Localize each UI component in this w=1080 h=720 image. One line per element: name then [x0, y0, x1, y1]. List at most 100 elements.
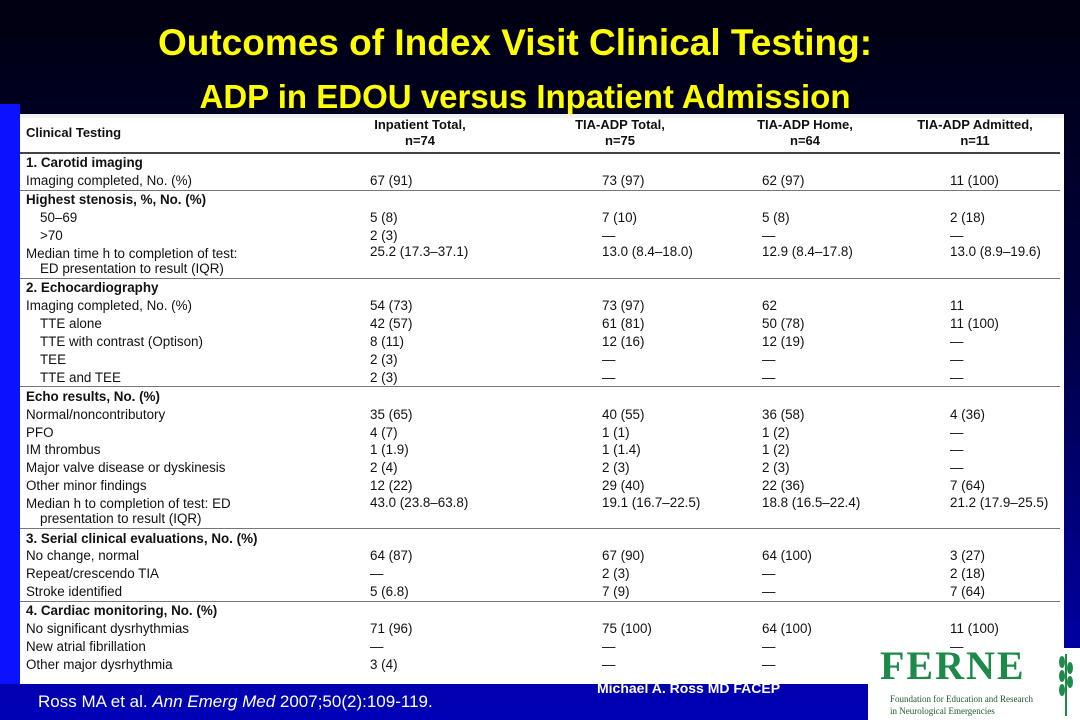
- slide-title: Outcomes of Index Visit Clinical Testing…: [157, 22, 873, 63]
- table-row: Other minor findings 12 (22) 29 (40) 22 (36…: [20, 477, 1060, 495]
- header-tia-adp-home-n: n=64: [790, 133, 820, 148]
- cell-inpatient-total: 5 (6.8): [370, 584, 409, 600]
- cell-tia-adp-admitted: [890, 600, 1060, 620]
- table-section-row: Highest stenosis, %, No. (%): [20, 189, 1060, 209]
- cell-tia-adp-home: [720, 600, 890, 620]
- row-label: Repeat/crescendo TIA: [20, 565, 320, 583]
- cell-inpatient-total: —: [370, 638, 384, 654]
- row-label-text: Other major dysrhythmia: [26, 656, 173, 672]
- row-label: 3. Serial clinical evaluations, No. (%): [20, 528, 320, 548]
- cell-tia-adp-admitted: 7 (64): [950, 478, 985, 494]
- table-section-row: Echo results, No. (%): [20, 386, 1060, 406]
- cell-inpatient-total: 12 (22): [370, 478, 413, 494]
- cell-inpatient-total: 2 (4): [370, 460, 398, 476]
- cell-tia-adp-home: [720, 152, 890, 172]
- cell-tia-adp-home: —: [762, 656, 776, 672]
- cell-tia-adp-home: 1 (2): [762, 424, 790, 440]
- row-label-text: Stroke identified: [26, 584, 123, 600]
- row-label: No significant dysrhythmias: [20, 620, 320, 638]
- cell-tia-adp-admitted: 2 (18): [950, 210, 985, 226]
- cell-tia-adp-home: [720, 528, 890, 548]
- cell-tia-adp-total: 1 (1): [602, 424, 630, 440]
- row-label-text: Median h to completion of test: ED: [26, 496, 231, 512]
- slide-subtitle: ADP in EDOU versus Inpatient Admission: [199, 78, 851, 115]
- cell-tia-adp-admitted: 21.2 (17.9–25.5): [950, 494, 1049, 510]
- ferne-logo: FERNE Foundation for Education and Resea…: [868, 643, 1080, 720]
- row-label-text: Imaging completed, No. (%): [26, 298, 192, 314]
- cell-tia-adp-admitted: —: [950, 334, 964, 350]
- row-label-text: Imaging completed, No. (%): [26, 173, 192, 189]
- table-row: PFO 4 (7) 1 (1) 1 (2) —: [20, 423, 1060, 441]
- row-label-text: 4. Cardiac monitoring, No. (%): [26, 603, 218, 619]
- cell-tia-adp-admitted: 2 (18): [950, 566, 985, 582]
- cell-tia-adp-home: 2 (3): [762, 460, 790, 476]
- header-tia-adp-home-label: TIA-ADP Home,: [757, 117, 853, 132]
- table-row: No change, normal 64 (87) 67 (90) 64 (100) 3…: [20, 547, 1060, 565]
- cell-tia-adp-home: —: [762, 638, 776, 654]
- cell-tia-adp-admitted: 7 (64): [950, 584, 985, 600]
- row-label: TTE with contrast (Optison): [20, 333, 320, 351]
- cell-tia-adp-home: 64 (100): [762, 621, 812, 637]
- header-inpatient-total-label: Inpatient Total,: [374, 117, 466, 132]
- cell-tia-adp-admitted: 4 (36): [950, 406, 985, 422]
- table-row: TTE alone 42 (57) 61 (81) 50 (78) 11 (100): [20, 315, 1060, 333]
- row-label-text: TTE and TEE: [40, 369, 121, 385]
- header-inpatient-total: Inpatient Total, n=74: [320, 114, 520, 154]
- row-label: >70: [20, 227, 320, 245]
- row-label-text: No change, normal: [26, 548, 140, 564]
- row-label: Other major dysrhythmia: [20, 655, 320, 673]
- row-label-text: 2. Echocardiography: [26, 280, 159, 296]
- cell-tia-adp-home: 18.8 (16.5–22.4): [762, 494, 861, 510]
- table-row: Normal/noncontributory 35 (65) 40 (55) 36 (…: [20, 405, 1060, 423]
- row-label-text: Major valve disease or dyskinesis: [26, 460, 226, 476]
- row-label-text: >70: [40, 228, 63, 243]
- citation-journal: Ann Emerg Med: [152, 692, 276, 711]
- row-label: TEE: [20, 351, 320, 369]
- cell-tia-adp-admitted: —: [950, 351, 964, 367]
- cell-tia-adp-home: —: [762, 584, 776, 600]
- row-label: Normal/noncontributory: [20, 405, 320, 423]
- logo-subtitle-line1: Foundation for Education and Research: [890, 694, 1033, 704]
- row-label-text: PFO: [26, 424, 54, 440]
- row-label: Median time h to completion of test: ED p…: [20, 244, 320, 278]
- cell-tia-adp-total: 19.1 (16.7–22.5): [602, 494, 701, 510]
- cell-tia-adp-admitted: 11: [950, 298, 964, 314]
- cell-tia-adp-total: [520, 528, 720, 548]
- row-label: 2. Echocardiography: [20, 277, 320, 297]
- cell-tia-adp-home: 64 (100): [762, 548, 812, 564]
- cell-tia-adp-total: 67 (90): [602, 548, 645, 564]
- row-label-text: Repeat/crescendo TIA: [26, 566, 159, 582]
- row-label: TTE alone: [20, 315, 320, 333]
- cell-tia-adp-admitted: —: [950, 460, 964, 476]
- row-label: New atrial fibrillation: [20, 637, 320, 655]
- cell-tia-adp-total: [520, 152, 720, 172]
- cell-inpatient-total: 71 (96): [370, 621, 413, 637]
- cell-inpatient-total: 64 (87): [370, 548, 413, 564]
- row-label-text: Other minor findings: [26, 478, 147, 494]
- table-row: Median h to completion of test: ED presen…: [20, 495, 1060, 529]
- cell-tia-adp-admitted: —: [950, 424, 964, 440]
- table-row: Imaging completed, No. (%) 67 (91) 73 (97)…: [20, 172, 1060, 190]
- cell-tia-adp-home: —: [762, 566, 776, 582]
- cell-tia-adp-total: 29 (40): [602, 478, 645, 494]
- row-label-text: IM thrombus: [26, 442, 101, 458]
- row-label: TTE and TEE: [20, 368, 320, 386]
- cell-tia-adp-admitted: [890, 152, 1060, 172]
- cell-inpatient-total: 35 (65): [370, 406, 413, 422]
- row-label: 4. Cardiac monitoring, No. (%): [20, 600, 320, 620]
- cell-tia-adp-total: [520, 386, 720, 406]
- cell-tia-adp-total: 2 (3): [602, 460, 630, 476]
- cell-tia-adp-total: —: [602, 638, 616, 654]
- cell-tia-adp-admitted: 3 (27): [950, 548, 985, 564]
- cell-tia-adp-total: [520, 189, 720, 209]
- cell-inpatient-total: 3 (4): [370, 656, 398, 672]
- cell-tia-adp-total: 7 (9): [602, 584, 630, 600]
- cell-tia-adp-home: 62: [762, 298, 777, 314]
- cell-tia-adp-total: [520, 277, 720, 297]
- table-image: Clinical Testing Inpatient Total, n=74 T…: [20, 114, 1064, 684]
- cell-tia-adp-home: 12 (19): [762, 334, 805, 350]
- header-tia-adp-total: TIA-ADP Total, n=75: [520, 114, 720, 154]
- table-row: Repeat/crescendo TIA — 2 (3) — 2 (18): [20, 565, 1060, 583]
- table-row: >70 2 (3) — — —: [20, 227, 1060, 245]
- row-label: PFO: [20, 423, 320, 441]
